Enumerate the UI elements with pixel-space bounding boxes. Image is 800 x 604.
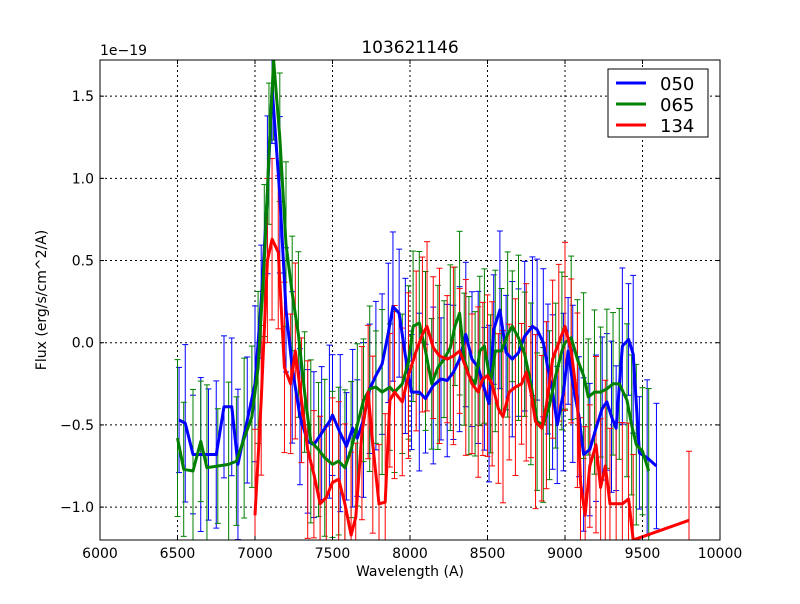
x-tick-label: 8000 [392,546,428,562]
y-tick-label: 0.5 [72,254,94,270]
x-tick-label: 7500 [315,546,351,562]
x-tick-label: 10000 [698,546,743,562]
x-tick-label: 6000 [82,546,118,562]
series-line-134 [253,237,690,540]
x-axis-label: Wavelength (A) [356,564,464,580]
x-tick-label: 7000 [237,546,273,562]
ticks: 6000 6500 7000 7500 8000 8500 9000 9500 10000 −1.… [60,60,742,562]
y-axis-label: Flux (erg/s/cm^2/A) [34,230,50,370]
legend-label-065: 065 [660,95,694,116]
x-tick-label: 9000 [547,546,583,562]
offset-text: 1e−19 [100,43,147,59]
y-tick-label: −0.5 [60,418,94,434]
chart-title: 103621146 [361,38,458,58]
legend-label-050: 050 [660,74,694,95]
x-tick-label: 8500 [470,546,506,562]
y-tick-label: 1.5 [72,89,94,105]
x-tick-label: 6500 [160,546,196,562]
series-lines [176,60,690,540]
y-tick-label: 0.0 [72,336,94,352]
series-line-065 [176,60,651,473]
x-tick-label: 9500 [625,546,661,562]
y-tick-label: 1.0 [72,171,94,187]
y-tick-label: −1.0 [60,500,94,516]
legend-label-134: 134 [660,116,694,137]
